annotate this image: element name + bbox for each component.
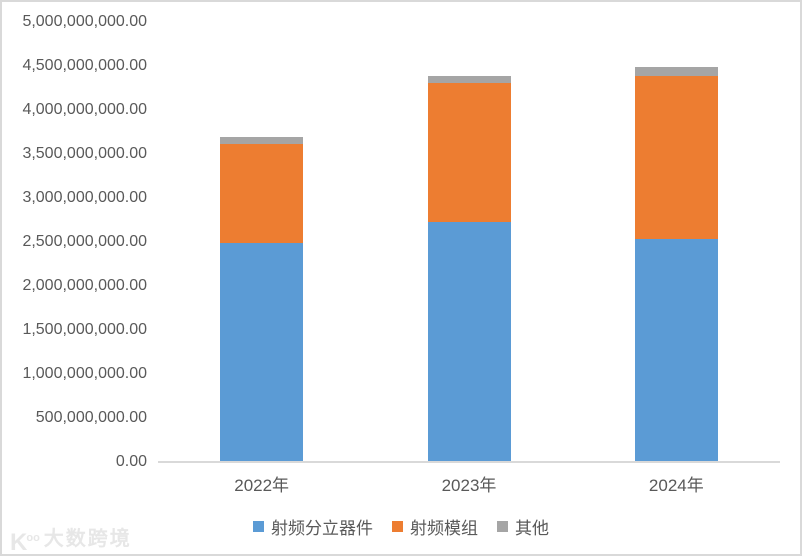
bar-segment: [634, 66, 718, 76]
y-axis-tick-label: 1,000,000,000.00: [22, 365, 147, 382]
x-axis-category-label: 2022年: [234, 476, 290, 495]
x-axis-category-label: 2024年: [648, 476, 704, 495]
legend-item: 射频模组: [392, 514, 478, 539]
bar-segment: [220, 144, 304, 243]
watermark: Koo 大数跨境: [10, 526, 132, 556]
y-axis-tick-label: 0.00: [115, 453, 147, 470]
legend-swatch-icon: [497, 521, 508, 532]
bar-segment: [427, 82, 511, 222]
bar-segment: [634, 239, 718, 461]
y-axis-tick-label: 4,500,000,000.00: [22, 57, 147, 74]
bar-segment: [634, 75, 718, 240]
y-axis-tick-label: 3,500,000,000.00: [22, 145, 147, 162]
y-axis-tick-label: 4,000,000,000.00: [22, 101, 147, 118]
x-axis-line: [158, 461, 780, 463]
legend-label: 其他: [515, 519, 549, 538]
legend-swatch-icon: [392, 521, 403, 532]
legend-label: 射频模组: [410, 519, 478, 538]
legend-item: 射频分立器件: [253, 514, 373, 539]
y-axis-tick-label: 5,000,000,000.00: [22, 13, 147, 30]
y-axis-tick-label: 1,500,000,000.00: [22, 321, 147, 338]
bar-segment: [220, 242, 304, 461]
y-axis-tick-label: 2,000,000,000.00: [22, 277, 147, 294]
legend-item: 其他: [497, 514, 549, 539]
y-axis-tick-label: 500,000,000.00: [35, 409, 147, 426]
legend-label: 射频分立器件: [271, 519, 373, 538]
bar-segment: [220, 137, 304, 145]
legend-swatch-icon: [253, 521, 264, 532]
y-axis-tick-label: 2,500,000,000.00: [22, 233, 147, 250]
bar-segment: [427, 221, 511, 461]
legend: 射频分立器件 射频模组 其他: [2, 514, 800, 539]
y-axis-tick-label: 3,000,000,000.00: [22, 189, 147, 206]
bar-segment: [427, 76, 511, 83]
watermark-logo-icon: Koo: [10, 529, 40, 556]
x-axis-category-label: 2023年: [441, 476, 497, 495]
watermark-text: 大数跨境: [43, 528, 132, 550]
